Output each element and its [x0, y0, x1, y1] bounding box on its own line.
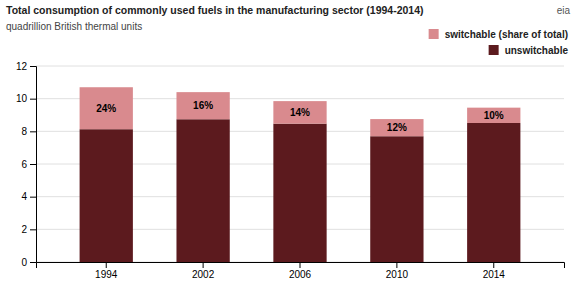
tick: 2006: [289, 262, 312, 280]
tick-label: 2006: [289, 269, 312, 280]
series: [80, 119, 521, 262]
tick: 2002: [192, 262, 215, 280]
tick-mark: [30, 229, 36, 230]
tick-label: 2: [21, 224, 27, 235]
tick-label: 12: [16, 61, 28, 72]
bar: [273, 101, 326, 124]
legend-swatch: [429, 29, 439, 39]
logo: eia: [557, 5, 571, 16]
title: Total consumption of commonly used fuels…: [6, 4, 424, 16]
grid-line: [36, 66, 564, 67]
tick-mark: [30, 66, 36, 67]
tick-mark: [493, 262, 494, 268]
legend-item: switchable (share of total): [429, 29, 568, 40]
tick-mark: [30, 164, 36, 165]
tick-mark: [106, 262, 107, 268]
tick: 4: [21, 191, 36, 202]
legend-item: unswitchable: [489, 45, 569, 56]
data-label: 12%: [387, 122, 407, 133]
series: [80, 87, 521, 136]
tick: 1994: [95, 262, 118, 280]
data-label: 10%: [484, 110, 504, 121]
tick-label: 8: [21, 126, 27, 137]
subtitle: quadrillion British thermal units: [6, 21, 142, 32]
bar: [370, 136, 423, 262]
axis-line: [37, 263, 565, 269]
tick: 10: [16, 93, 36, 104]
tick: 2010: [386, 262, 409, 280]
tick-label: 2014: [483, 269, 506, 280]
legend-swatch: [489, 45, 499, 55]
annotations: 24% 16% 14% 12% 10% eia: [96, 5, 570, 133]
tick-mark: [300, 262, 301, 268]
tick-label: 4: [21, 191, 27, 202]
tick-mark: [30, 262, 36, 263]
y-axis: 0 2 4 6 8 10 12: [16, 61, 37, 268]
tick: 12: [16, 61, 36, 72]
tick-label: 2010: [386, 269, 409, 280]
x-axis: 1994 2002 2006 2010 2014: [37, 262, 565, 280]
tick-mark: [30, 197, 36, 198]
legend-label: switchable (share of total): [445, 29, 568, 40]
bar: [467, 108, 520, 123]
tick-mark: [203, 262, 204, 268]
bar: [80, 87, 133, 129]
legend: switchable (share of total) unswitchable: [429, 29, 569, 56]
tick-label: 10: [16, 93, 28, 104]
tick: 2: [21, 224, 36, 235]
tick-label: 1994: [95, 269, 118, 280]
tick: 8: [21, 126, 36, 137]
bar: [176, 92, 229, 119]
tick-label: 6: [21, 159, 27, 170]
tick: 2014: [483, 262, 506, 280]
tick: 6: [21, 159, 36, 170]
axis-line: [30, 67, 37, 263]
bar: [370, 119, 423, 136]
tick-mark: [30, 99, 36, 100]
grid: [36, 66, 564, 262]
bars: [80, 87, 521, 262]
chart: 0 2 4 6 8 10 12 1994 2002 2006 2010 2014 Total consu…: [0, 0, 576, 288]
data-label: 16%: [193, 100, 213, 111]
bar: [80, 129, 133, 262]
tick-mark: [396, 262, 397, 268]
legend-label: unswitchable: [505, 45, 569, 56]
bar: [176, 119, 229, 262]
tick-label: 2002: [192, 269, 215, 280]
tick-label: 0: [21, 257, 27, 268]
data-label: 14%: [290, 107, 310, 118]
bar: [467, 123, 520, 262]
bar: [273, 124, 326, 262]
data-label: 24%: [96, 103, 116, 114]
tick-mark: [30, 131, 36, 132]
tick: 0: [21, 257, 36, 268]
